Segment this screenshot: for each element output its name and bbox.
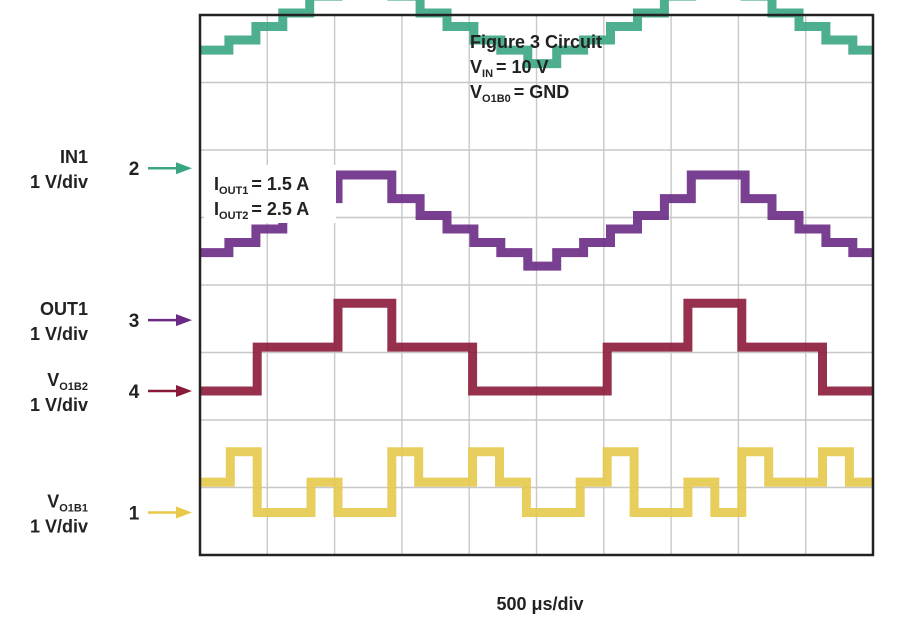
marker-arrow-head [176, 384, 192, 397]
settings-annotation: Figure 3 Circuit VIN = 10 V VO1B0 = GND [470, 32, 602, 105]
annotation-vin: VIN = 10 V [470, 57, 549, 80]
scope-frame [198, 13, 875, 557]
trace-ch1 [200, 447, 873, 517]
channel-name-ch1: VO1B1 [47, 491, 88, 514]
annotation-title: Figure 3 Circuit [470, 32, 602, 52]
channel-marker-ch4: 4 [129, 382, 140, 403]
trace-ch4 [200, 298, 873, 396]
x-axis-scale: 500 μs/div [496, 594, 583, 614]
channel-scale-ch2: 1 V/div [30, 172, 88, 192]
marker-arrow-head [176, 506, 192, 519]
channel-name-ch3: OUT1 [40, 299, 88, 319]
channel-name-ch4: VO1B2 [47, 370, 88, 393]
channel-marker-ch3: 3 [129, 311, 140, 332]
channel-markers: 2 3 4 1 [129, 159, 192, 524]
channel-marker-ch2: 2 [129, 159, 140, 180]
marker-arrow-head [176, 314, 192, 327]
current-annotation: IOUT1 = 1.5 A IOUT2 = 2.5 A [204, 165, 336, 223]
annotation-iout1: IOUT1 = 1.5 A [214, 174, 309, 197]
trace-ch2 [200, 0, 873, 69]
channel-scale-ch4: 1 V/div [30, 395, 88, 415]
channel-scale-ch1: 1 V/div [30, 516, 88, 536]
channel-scale-ch3: 1 V/div [30, 324, 88, 344]
annotation-vo1b0: VO1B0 = GND [470, 82, 569, 105]
channel-name-ch2: IN1 [60, 147, 88, 167]
marker-arrow-head [176, 162, 192, 175]
scope-grid [200, 15, 873, 555]
waveform-traces [200, 0, 873, 517]
channel-marker-ch1: 1 [129, 503, 140, 524]
annotation-iout2: IOUT2 = 2.5 A [214, 199, 309, 222]
